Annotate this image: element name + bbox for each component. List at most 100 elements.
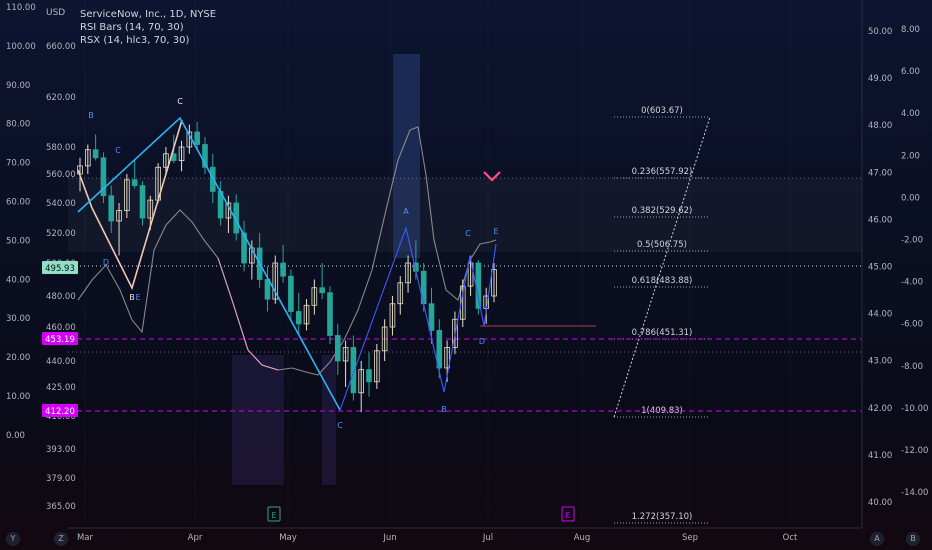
auto-scale-button[interactable]: A [870, 532, 884, 546]
rsi-oversold-band-1 [232, 355, 284, 485]
candle-body [92, 149, 99, 159]
left-outer-tick: 50.00 [6, 236, 30, 246]
candle-body [233, 202, 240, 234]
left-outer-tick: 110.00 [6, 3, 36, 13]
fib-level-label: 0.618(483.88) [632, 276, 693, 286]
x-tick-label: Jun [382, 533, 396, 543]
rsi-oversold-band-2 [322, 355, 336, 485]
candle-body [350, 346, 357, 394]
premium-zone-band [68, 178, 862, 252]
candle-body [397, 282, 404, 305]
candle-body [194, 131, 200, 145]
rsi-tick: 2.00 [901, 151, 920, 161]
candle-body [288, 275, 294, 312]
rsx-tick: 50.00 [868, 27, 892, 37]
chart-legend: ServiceNow, Inc., 1D, NYSE RSI Bars (14,… [80, 8, 216, 47]
candle-body [163, 153, 169, 168]
left-outer-tick: 40.00 [6, 275, 30, 285]
scale-b-button[interactable]: B [906, 532, 920, 546]
price-tick: 425.00 [46, 383, 76, 393]
chart-title: ServiceNow, Inc., 1D, NYSE [80, 9, 217, 20]
wave-label: C [177, 97, 183, 106]
left-outer-tick: 90.00 [6, 81, 30, 91]
candle-body [491, 269, 497, 297]
wave-label: C [465, 229, 471, 238]
candle-body [459, 285, 466, 320]
rsx-tick: 41.00 [868, 451, 892, 461]
rsx-oversold-segment [217, 257, 279, 371]
wave-label: B [129, 293, 135, 302]
left-outer-tick: 70.00 [6, 159, 30, 169]
price-tick: 460.00 [46, 323, 76, 333]
earnings-marker-label: E [271, 511, 276, 520]
candle-body [444, 346, 450, 369]
candle-body [342, 346, 349, 362]
wave-label: E [135, 293, 140, 302]
price-tick: 520.00 [46, 229, 76, 239]
wave-label: B [441, 405, 447, 414]
candle-body [374, 350, 380, 383]
candle-body [475, 262, 482, 309]
wave-label: B [88, 111, 94, 120]
left-outer-tick: 100.00 [6, 42, 36, 52]
rsx-tick: 48.00 [868, 121, 892, 131]
candle-body [280, 262, 286, 277]
fib-level-label: 0(603.67) [641, 106, 683, 116]
sell-signal-marker [483, 171, 501, 182]
goto-date-button[interactable]: Y [6, 532, 20, 546]
left-outer-tick: 60.00 [6, 198, 30, 208]
price-label-bg [42, 261, 78, 274]
rsi-tick: -10.00 [901, 404, 928, 414]
wave-pink-line [77, 119, 183, 291]
rsi-tick: -2.00 [901, 236, 923, 246]
rsi-tick: 8.00 [901, 25, 920, 35]
wave-label: D [479, 337, 485, 346]
price-tick: 560.00 [46, 170, 76, 180]
left-outer-tick: 10.00 [6, 392, 30, 402]
fib-trend-line [613, 116, 711, 418]
zoom-button[interactable]: Z [54, 532, 68, 546]
wave-label: C [115, 146, 121, 155]
fib-level-label: 0.382(529.62) [632, 206, 693, 216]
fib-level-label: 0.236(557.92) [632, 167, 693, 177]
x-tick-label: Apr [188, 533, 203, 543]
price-label: 495.93 [45, 264, 75, 274]
candle-body [139, 185, 146, 219]
left-outer-tick: 80.00 [6, 120, 30, 130]
price-tick: 540.00 [46, 199, 76, 209]
fib-level-label: 1.272(357.10) [632, 512, 693, 522]
rsi-tick: -6.00 [901, 320, 923, 330]
candle-body [124, 179, 130, 211]
candle-body [405, 262, 411, 284]
candle-body [202, 144, 208, 168]
rsx-tick: 44.00 [868, 310, 892, 320]
price-tick: 365.00 [46, 502, 76, 512]
rsi-tick: 0.00 [901, 193, 920, 203]
candle-body [311, 287, 318, 306]
price-label-bg [42, 404, 78, 417]
rsx-tick: 42.00 [868, 404, 892, 414]
indicator-rsx[interactable]: RSX (14, hlc3, 70, 30) [80, 35, 190, 46]
indicator-rsi-bars[interactable]: RSI Bars (14, 70, 30) [80, 22, 184, 33]
candle-body [100, 157, 107, 197]
rsx-tick: 49.00 [868, 74, 892, 84]
fib-level-label: 0.5(506.75) [637, 240, 687, 250]
wave-blue-inner-line [339, 226, 497, 411]
left-outer-tick: 0.00 [6, 431, 25, 441]
candle-body [428, 303, 435, 331]
rsx-tick: 46.00 [868, 215, 892, 225]
rsx-tick: 45.00 [868, 263, 892, 273]
candle-body [327, 292, 333, 336]
candle-body [381, 326, 388, 352]
rsi-tick: -14.00 [901, 488, 928, 498]
earnings-marker [561, 506, 575, 522]
x-tick-label: Jul [482, 533, 493, 543]
x-tick-label: Sep [682, 533, 698, 543]
candle-body [116, 210, 122, 222]
x-tick-label: Aug [574, 533, 591, 543]
candle-body [366, 369, 372, 383]
candle-body [178, 146, 185, 161]
rsx-tick: 40.00 [868, 498, 892, 508]
rsx-tick: 47.00 [868, 168, 892, 178]
